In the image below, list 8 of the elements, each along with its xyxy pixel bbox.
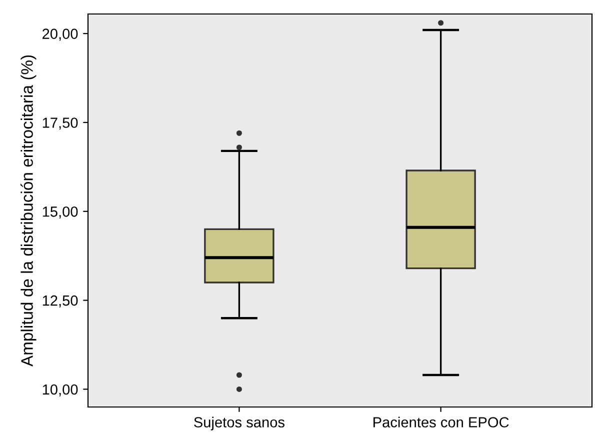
x-tick-label: Pacientes con EPOC — [374, 416, 509, 428]
y-tick-label: 15,00 — [42, 206, 78, 219]
y-tick-label: 12,50 — [42, 295, 78, 308]
y-tick-label: 20,00 — [42, 28, 78, 41]
x-tick-label: Sujetos sanos — [194, 416, 284, 430]
y-axis-title: Amplitud de la distribución eritrocitaria (%) — [20, 55, 36, 367]
y-tick-label: 10,00 — [42, 384, 78, 396]
y-tick-label: 17,50 — [42, 118, 78, 130]
